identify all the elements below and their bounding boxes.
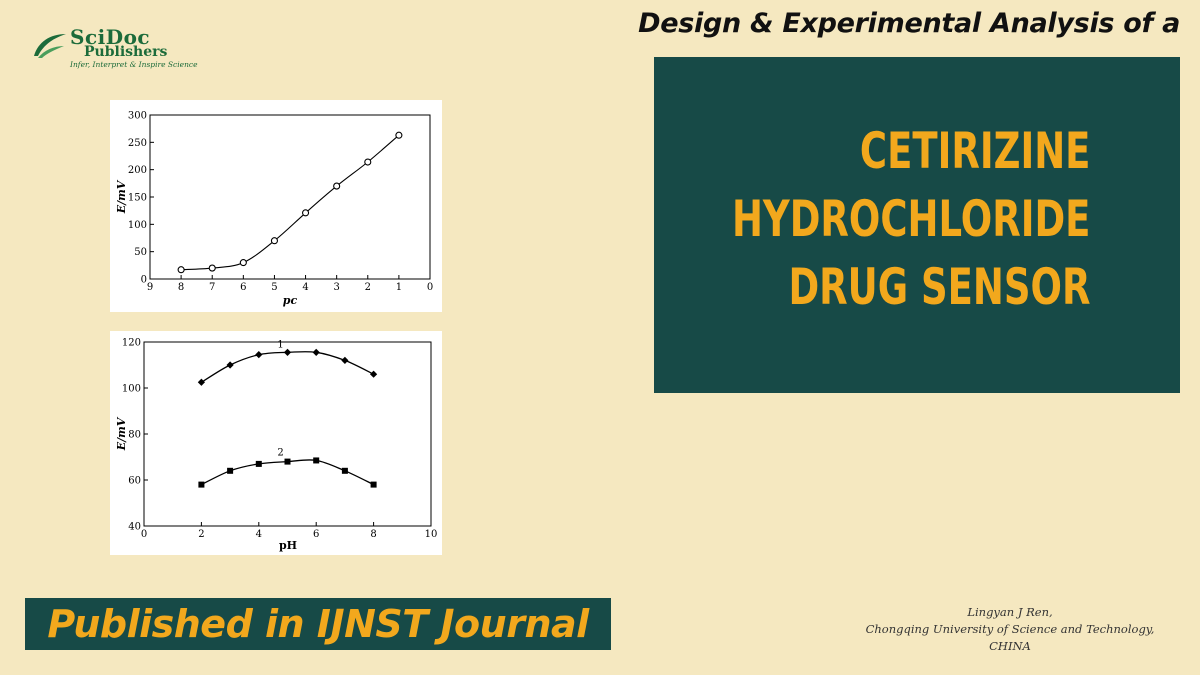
chart-1-data-point bbox=[333, 182, 341, 190]
journal-banner-text: Published in IJNST Journal bbox=[47, 602, 589, 646]
chart-2-x-tick-label: 2 bbox=[198, 529, 204, 540]
logo-name-primary: SciDoc bbox=[70, 25, 151, 49]
chart-1-data-point bbox=[302, 209, 310, 217]
chart-1-data-point bbox=[177, 266, 185, 274]
chart-1-x-label: pc bbox=[283, 294, 298, 307]
chart-2-series-1-point bbox=[341, 356, 349, 364]
chart-1-y-tick-label: 250 bbox=[128, 138, 147, 149]
chart-1-data-point bbox=[208, 264, 216, 272]
chart-1-x-tick-label: 3 bbox=[333, 282, 339, 293]
chart-1-x-tick-label: 9 bbox=[147, 282, 153, 293]
chart-2-y-tick-label: 120 bbox=[122, 338, 141, 349]
chart-2-series-1-label: 1 bbox=[277, 339, 283, 350]
author-country: CHINA bbox=[989, 639, 1031, 653]
chart-1-data-point bbox=[270, 237, 278, 245]
chart-2-svg: 0 2 4 6 8 10 40 60 80 100 120 1 2 pH E/mV bbox=[115, 338, 438, 553]
chart-1-x-tick-label: 7 bbox=[209, 282, 215, 293]
chart-1-y-tick-label: 50 bbox=[134, 247, 147, 258]
title-line-3: DRUG SENSOR bbox=[788, 258, 1090, 316]
chart-2-series-2-point bbox=[341, 467, 348, 474]
chart-2-x-tick-label: 10 bbox=[425, 529, 438, 540]
chart-2-series-1-point bbox=[312, 348, 320, 356]
author-name: Lingyan J Ren, bbox=[967, 605, 1053, 619]
chart-1-x-tick-label: 4 bbox=[302, 282, 308, 293]
chart-1-y-tick-label: 100 bbox=[128, 220, 147, 231]
chart-2-y-tick-label: 60 bbox=[128, 476, 141, 487]
chart-2-series-1-point bbox=[370, 370, 378, 378]
chart-2-series-1-point bbox=[255, 351, 263, 359]
chart-1-x-tick-label: 2 bbox=[365, 282, 371, 293]
chart-2-series-2-point bbox=[255, 460, 262, 467]
chart-2-series-1-point bbox=[226, 361, 234, 369]
author-credit: Lingyan J Ren, Chongqing University of S… bbox=[830, 604, 1190, 655]
title-panel: CETIRIZINE HYDROCHLORIDE DRUG SENSOR bbox=[654, 57, 1180, 393]
chart-1-x-tick-label: 6 bbox=[240, 282, 246, 293]
chart-2-x-tick-label: 4 bbox=[256, 529, 262, 540]
title-line-1: CETIRIZINE bbox=[859, 122, 1090, 180]
chart-1-data-point bbox=[364, 158, 372, 166]
chart-2-x-tick-label: 6 bbox=[313, 529, 319, 540]
chart-2-series-2-label: 2 bbox=[277, 447, 283, 458]
chart-2-y-tick-label: 100 bbox=[122, 384, 141, 395]
title-line-2: HYDROCHLORIDE bbox=[731, 190, 1090, 248]
chart-1-svg: 9 8 7 6 5 4 3 2 1 0 0 50 100 150 200 250 300 pc E/mV bbox=[115, 111, 433, 308]
chart-2-x-tick-label: 0 bbox=[141, 529, 147, 540]
chart-1-series-line bbox=[181, 134, 400, 271]
chart-2-y-tick-label: 40 bbox=[128, 522, 141, 533]
chart-1-data-point bbox=[395, 131, 403, 139]
author-affiliation: Chongqing University of Science and Tech… bbox=[865, 622, 1155, 636]
chart-2-y-tick-label: 80 bbox=[128, 430, 141, 441]
chart-2-series-2-point bbox=[313, 457, 320, 464]
chart-1-x-tick-label: 1 bbox=[396, 282, 402, 293]
chart-2-series-1-point bbox=[283, 348, 292, 356]
chart-1-x-tick-label: 0 bbox=[427, 282, 433, 293]
chart-2-series-1-line bbox=[201, 350, 374, 383]
logo-tagline: Infer, Interpret & Inspire Science bbox=[70, 60, 198, 69]
chart-2-y-label: E/mV bbox=[115, 416, 128, 451]
title-text: CETIRIZINE HYDROCHLORIDE DRUG SENSOR bbox=[606, 117, 1090, 321]
chart-1-x-tick-label: 8 bbox=[178, 282, 184, 293]
chart-1-y-tick-label: 300 bbox=[128, 111, 147, 122]
chart-1-frame bbox=[149, 114, 431, 280]
chart-2-x-tick-label: 8 bbox=[370, 529, 376, 540]
chart-1-y-label: E/mV bbox=[115, 179, 128, 214]
chart-1-y-tick-label: 0 bbox=[141, 275, 147, 286]
headline: Design & Experimental Analysis of a bbox=[638, 8, 1180, 39]
chart-2-series-2-point bbox=[370, 481, 377, 488]
chart-1-x-tick-label: 5 bbox=[271, 282, 277, 293]
chart-1-y-tick-label: 200 bbox=[128, 165, 147, 176]
chart-2-frame bbox=[143, 341, 432, 527]
chart-2-x-label: pH bbox=[279, 539, 297, 552]
publisher-logo: SciDoc Publishers Infer, Interpret & Ins… bbox=[32, 24, 198, 74]
chart-2-series-1-point bbox=[197, 378, 205, 386]
chart-2-series-2-point bbox=[198, 481, 205, 488]
chart-1-y-tick-label: 150 bbox=[128, 193, 147, 204]
chart-2-series-2-point bbox=[284, 458, 291, 465]
logo-name-secondary: Publishers bbox=[84, 44, 168, 60]
chart-1-data-point bbox=[239, 259, 247, 267]
potential-vs-pc-chart: 9 8 7 6 5 4 3 2 1 0 0 50 100 150 200 250 300 pc E/mV bbox=[110, 100, 442, 312]
chart-2-series-2-point bbox=[227, 467, 234, 474]
journal-banner: Published in IJNST Journal bbox=[25, 598, 611, 650]
potential-vs-ph-chart: 0 2 4 6 8 10 40 60 80 100 120 1 2 pH E/mV bbox=[110, 331, 442, 555]
leaf-swoosh-icon bbox=[34, 34, 66, 58]
